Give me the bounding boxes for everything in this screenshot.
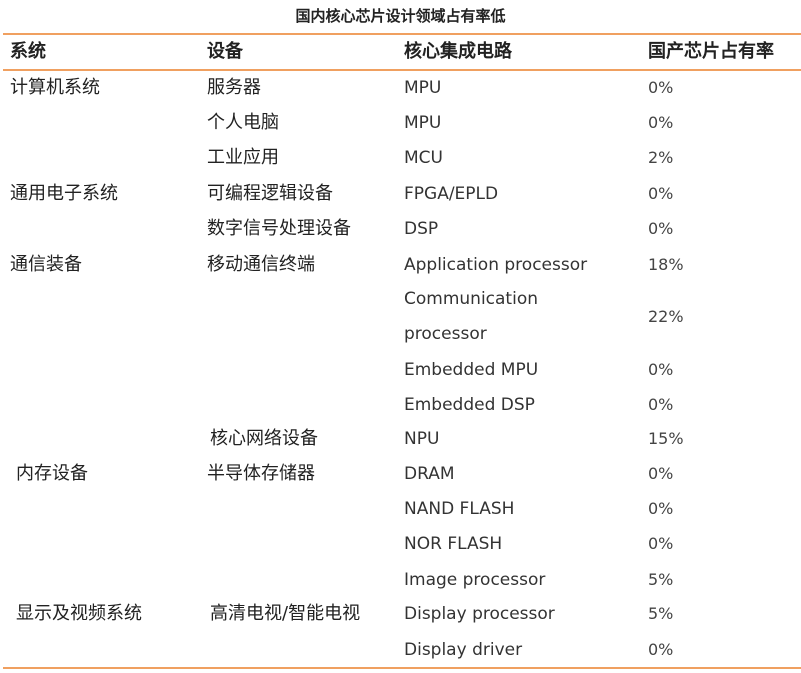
cell-ic: NPU [404,429,440,449]
cell-ic: DRAM [404,464,455,484]
cell-device: 个人电脑 [207,112,279,133]
cell-share: 0% [648,395,674,414]
cell-device: 数字信号处理设备 [207,218,351,239]
cell-system: 通信装备 [10,254,82,275]
header-ic: 核心集成电路 [404,41,512,62]
header-share: 国产芯片占有率 [648,41,774,62]
cell-share: 0% [648,78,674,97]
cell-ic: NAND FLASH [404,499,515,519]
cell-ic: MPU [404,78,442,98]
cell-ic: Image processor [404,570,546,590]
cell-share: 0% [648,113,674,132]
cell-share: 0% [648,360,674,379]
cell-ic: MCU [404,148,443,168]
cell-device: 高清电视/智能电视 [210,603,361,624]
cell-ic: Embedded MPU [404,360,539,380]
cell-system: 计算机系统 [10,77,100,98]
cell-share: 5% [648,604,674,623]
cell-share: 5% [648,570,674,589]
cell-share: 0% [648,184,674,203]
cell-share: 0% [648,219,674,238]
cell-system: 内存设备 [16,463,88,484]
header-rule [3,69,801,71]
header-device: 设备 [207,41,243,62]
cell-share: 18% [648,255,684,274]
cell-device: 服务器 [207,77,261,98]
bottom-rule [3,667,801,669]
cell-ic: MPU [404,113,442,133]
cell-share: 0% [648,640,674,659]
header-system: 系统 [10,41,46,62]
top-rule [3,33,801,35]
cell-ic: Communication [404,289,538,309]
cell-system: 通用电子系统 [10,183,118,204]
cell-system: 显示及视频系统 [16,603,142,624]
cell-device: 核心网络设备 [210,428,318,449]
cell-ic: processor [404,324,487,344]
cell-ic: Display processor [404,604,555,624]
cell-share: 0% [648,464,674,483]
cell-device: 可编程逻辑设备 [207,183,333,204]
cell-share: 0% [648,534,674,553]
cell-ic: Embedded DSP [404,395,535,415]
cell-device: 工业应用 [207,147,279,168]
cell-share: 2% [648,148,674,167]
cell-ic: DSP [404,219,439,239]
cell-share: 0% [648,499,674,518]
cell-ic: Display driver [404,640,523,660]
cell-ic: NOR FLASH [404,534,503,554]
cell-device: 半导体存储器 [207,463,315,484]
cell-device: 移动通信终端 [207,254,315,275]
cell-share: 22% [648,307,684,326]
table-title: 国内核心芯片设计领域占有率低 [295,7,506,25]
table-header: 系统 设备 核心集成电路 国产芯片占有率 [0,36,801,68]
cell-ic: Application processor [404,255,588,275]
cell-ic: FPGA/EPLD [404,184,499,204]
cell-share: 15% [648,429,684,448]
